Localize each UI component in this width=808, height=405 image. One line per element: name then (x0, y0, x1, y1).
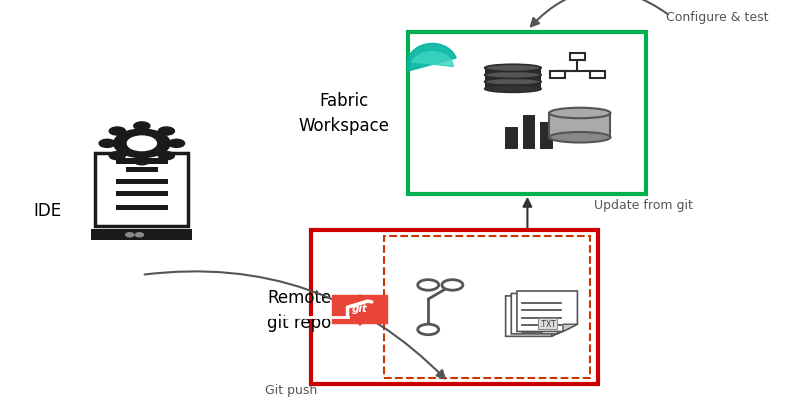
Bar (126, 167, 158, 173)
Circle shape (134, 157, 150, 165)
Text: ◆: ◆ (343, 288, 376, 330)
Circle shape (158, 152, 175, 160)
Text: Remote
git repo: Remote git repo (267, 288, 331, 331)
Polygon shape (412, 53, 453, 67)
Bar (591, 72, 605, 79)
Bar (311, 231, 598, 384)
Bar (91, 230, 192, 241)
Bar (485, 75, 541, 83)
Bar (541, 123, 553, 150)
Ellipse shape (549, 133, 611, 143)
Circle shape (169, 140, 184, 148)
Bar (95, 154, 188, 227)
Polygon shape (563, 324, 578, 332)
Text: IDE: IDE (33, 202, 61, 220)
Polygon shape (558, 327, 572, 334)
Text: git: git (351, 303, 368, 313)
Ellipse shape (549, 109, 611, 119)
Text: >: > (158, 139, 166, 149)
Bar (550, 72, 565, 79)
Circle shape (418, 324, 439, 335)
Polygon shape (407, 44, 457, 72)
Ellipse shape (485, 65, 541, 72)
Text: Fabric
Workspace: Fabric Workspace (298, 92, 389, 135)
Circle shape (158, 128, 175, 136)
Polygon shape (517, 291, 578, 332)
Circle shape (109, 152, 125, 160)
Text: .TXT: .TXT (539, 320, 556, 328)
Text: Git push: Git push (265, 383, 318, 396)
Polygon shape (506, 296, 566, 337)
Circle shape (99, 140, 116, 148)
FancyArrowPatch shape (145, 272, 444, 378)
Bar (570, 53, 585, 61)
Bar (485, 68, 541, 76)
Polygon shape (511, 294, 572, 334)
Text: Configure & test: Configure & test (666, 11, 768, 24)
Circle shape (114, 130, 170, 158)
Bar (116, 179, 168, 185)
Text: <: < (117, 139, 126, 149)
Circle shape (128, 137, 157, 151)
Bar (505, 128, 518, 150)
Text: Update from git: Update from git (594, 198, 692, 211)
Circle shape (418, 280, 439, 290)
Polygon shape (552, 329, 566, 337)
Ellipse shape (485, 79, 541, 86)
Bar (523, 116, 536, 150)
FancyArrowPatch shape (531, 0, 668, 27)
Circle shape (126, 233, 134, 237)
Circle shape (134, 123, 150, 131)
Bar (485, 82, 541, 90)
Bar (116, 159, 168, 164)
Bar (408, 33, 646, 194)
Circle shape (109, 128, 125, 136)
Bar (384, 237, 590, 378)
Bar (549, 114, 611, 138)
Ellipse shape (485, 72, 541, 79)
Bar (116, 191, 168, 196)
Circle shape (136, 233, 144, 237)
Circle shape (442, 280, 463, 290)
Bar (116, 205, 168, 211)
Ellipse shape (485, 86, 541, 93)
